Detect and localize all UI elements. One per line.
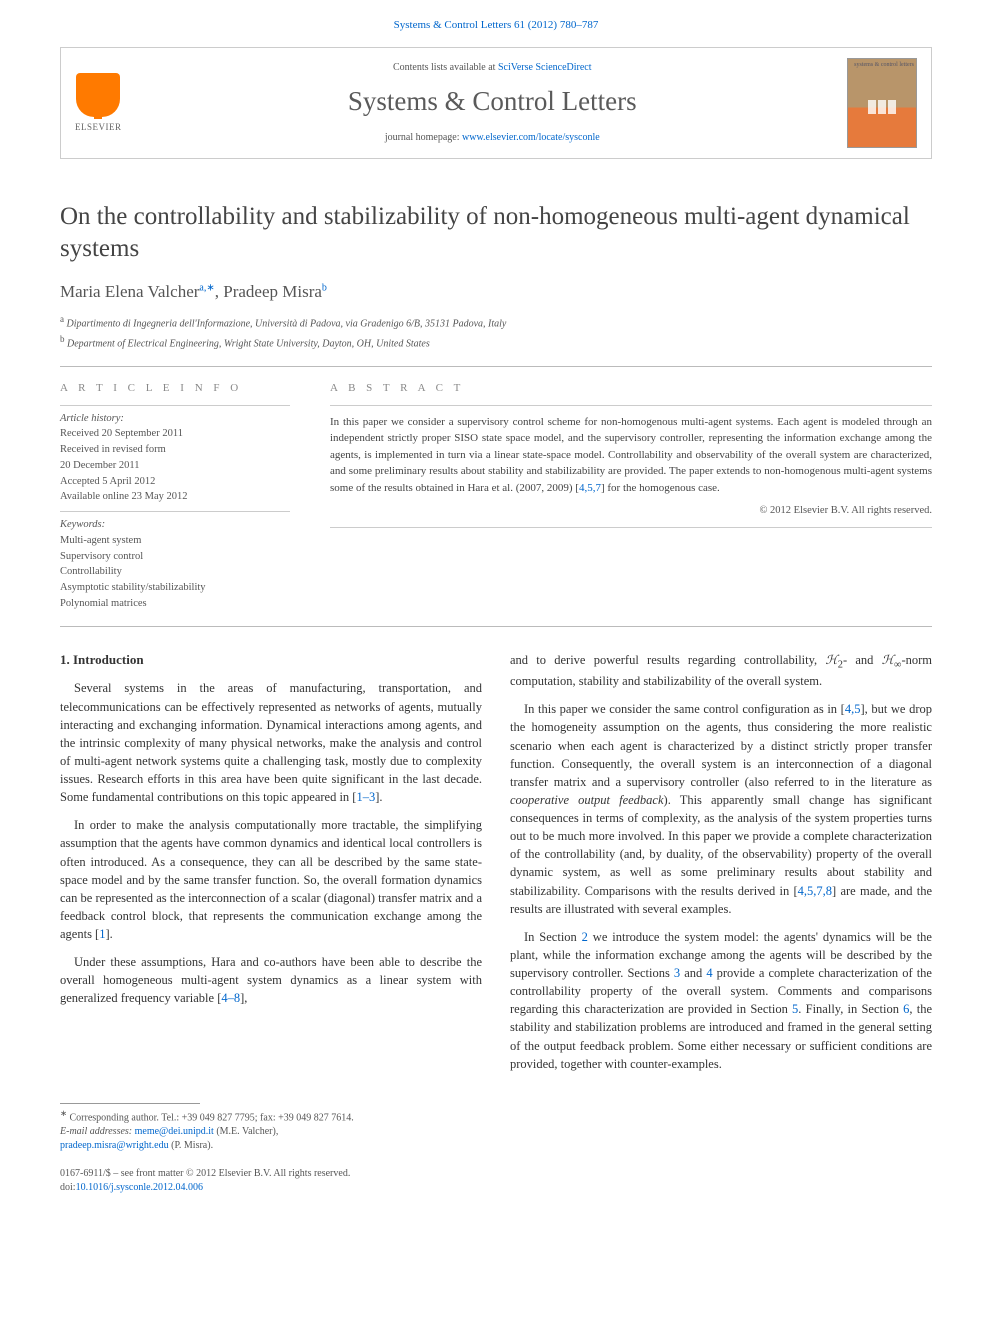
keywords-label: Keywords: <box>60 518 290 533</box>
email-footnote: E-mail addresses: meme@dei.unipd.it (M.E… <box>60 1125 932 1139</box>
ref-link-4578[interactable]: 4,5,7,8 <box>798 884 832 898</box>
email-link-1[interactable]: meme@dei.unipd.it <box>135 1126 214 1137</box>
corresponding-footnote: ∗ Corresponding author. Tel.: +39 049 82… <box>60 1108 932 1125</box>
abstract-heading: A B S T R A C T <box>330 381 932 396</box>
history-revised-label: Received in revised form <box>60 442 290 458</box>
para-l3: Under these assumptions, Hara and co-aut… <box>60 953 482 1007</box>
para-r2: In this paper we consider the same contr… <box>510 700 932 918</box>
citation-text: Systems & Control Letters 61 (2012) 780–… <box>394 19 599 31</box>
elsevier-tree-icon <box>76 73 120 117</box>
affiliation-a: Dipartimento di Ingegneria dell'Informaz… <box>67 318 507 329</box>
issn-copyright-line: 0167-6911/$ – see front matter © 2012 El… <box>60 1167 932 1181</box>
email-link-2[interactable]: pradeep.misra@wright.edu <box>60 1140 169 1151</box>
section-heading-1: 1. Introduction <box>60 651 482 670</box>
keyword-3: Controllability <box>60 564 290 580</box>
article-title: On the controllability and stabilizabili… <box>60 201 932 264</box>
journal-title: Systems & Control Letters <box>138 83 848 121</box>
contents-available-line: Contents lists available at SciVerse Sci… <box>138 61 848 75</box>
article-meta-row: A R T I C L E I N F O Article history: R… <box>60 381 932 611</box>
keyword-2: Supervisory control <box>60 549 290 565</box>
footnotes: ∗ Corresponding author. Tel.: +39 049 82… <box>60 1103 932 1153</box>
para-r3: In Section 2 we introduce the system mod… <box>510 928 932 1073</box>
section-rule <box>60 366 932 367</box>
author-2: Pradeep Misra <box>223 282 322 301</box>
abstract-copyright: © 2012 Elsevier B.V. All rights reserved… <box>330 504 932 519</box>
ref-link-1[interactable]: 1 <box>99 927 105 941</box>
sec-link-4[interactable]: 4 <box>706 966 712 980</box>
running-header: Systems & Control Letters 61 (2012) 780–… <box>0 0 992 33</box>
scidirect-link[interactable]: SciVerse ScienceDirect <box>498 62 592 73</box>
page-footer: 0167-6911/$ – see front matter © 2012 El… <box>60 1167 932 1195</box>
sec-link-5[interactable]: 5 <box>792 1002 798 1016</box>
para-l2: In order to make the analysis computatio… <box>60 816 482 943</box>
history-revised-date: 20 December 2011 <box>60 458 290 474</box>
abstract-ref-link[interactable]: 4,5,7 <box>579 482 601 494</box>
email-footnote-2: pradeep.misra@wright.edu (P. Misra). <box>60 1139 932 1153</box>
ref-link-4-5[interactable]: 4,5 <box>845 702 861 716</box>
publisher-logo: ELSEVIER <box>75 73 122 134</box>
affiliation-b: Department of Electrical Engineering, Wr… <box>67 338 430 349</box>
journal-banner: ELSEVIER Contents lists available at Sci… <box>60 47 932 159</box>
ref-link-1-3[interactable]: 1–3 <box>356 790 375 804</box>
sec-link-3[interactable]: 3 <box>674 966 680 980</box>
para-r1: and to derive powerful results regarding… <box>510 651 932 691</box>
publisher-name: ELSEVIER <box>75 121 122 134</box>
journal-cover-thumbnail: systems & control letters <box>847 58 917 148</box>
journal-center-block: Contents lists available at SciVerse Sci… <box>138 61 848 145</box>
history-accepted: Accepted 5 April 2012 <box>60 474 290 490</box>
history-received: Received 20 September 2011 <box>60 426 290 442</box>
article-info-block: A R T I C L E I N F O Article history: R… <box>60 381 290 611</box>
section-rule-2 <box>60 626 932 627</box>
history-label: Article history: <box>60 412 290 427</box>
body-two-column: 1. Introduction Several systems in the a… <box>60 651 932 1083</box>
article-info-heading: A R T I C L E I N F O <box>60 381 290 396</box>
doi-line: doi:10.1016/j.sysconle.2012.04.006 <box>60 1181 932 1195</box>
column-right: and to derive powerful results regarding… <box>510 651 932 1083</box>
sec-link-6[interactable]: 6 <box>903 1002 909 1016</box>
doi-link[interactable]: 10.1016/j.sysconle.2012.04.006 <box>76 1182 204 1193</box>
authors-line: Maria Elena Valchera,∗, Pradeep Misrab <box>60 280 932 304</box>
keyword-4: Asymptotic stability/stabilizability <box>60 580 290 596</box>
journal-homepage-link[interactable]: www.elsevier.com/locate/sysconle <box>462 132 600 143</box>
affiliations: a Dipartimento di Ingegneria dell'Inform… <box>60 312 932 353</box>
sec-link-2[interactable]: 2 <box>582 930 588 944</box>
column-left: 1. Introduction Several systems in the a… <box>60 651 482 1083</box>
ref-link-4-8[interactable]: 4–8 <box>221 991 240 1005</box>
keyword-1: Multi-agent system <box>60 533 290 549</box>
history-online: Available online 23 May 2012 <box>60 489 290 505</box>
abstract-text: In this paper we consider a supervisory … <box>330 414 932 497</box>
abstract-block: A B S T R A C T In this paper we conside… <box>330 381 932 611</box>
para-l1: Several systems in the areas of manufact… <box>60 679 482 806</box>
keyword-5: Polynomial matrices <box>60 596 290 612</box>
journal-homepage-line: journal homepage: www.elsevier.com/locat… <box>138 131 848 145</box>
author-1: Maria Elena Valcher <box>60 282 199 301</box>
